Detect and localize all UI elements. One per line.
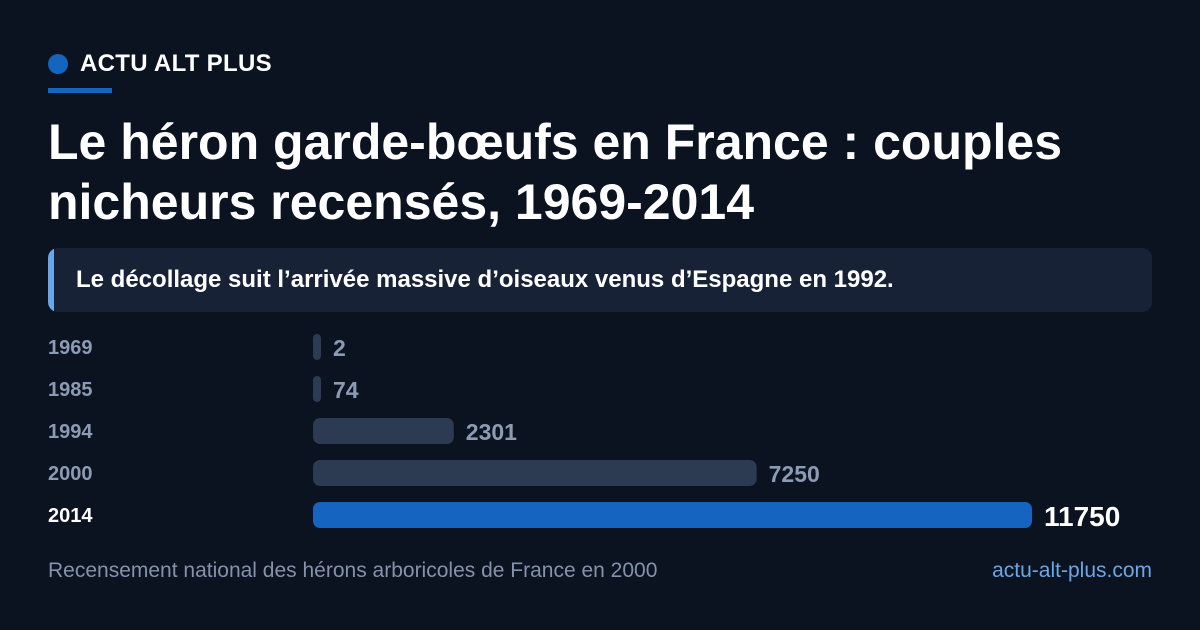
brand-underline bbox=[48, 88, 112, 93]
bar bbox=[313, 460, 757, 486]
category-label: 2000 bbox=[48, 463, 93, 485]
subtitle-box: Le décollage suit l’arrivée massive d’oi… bbox=[48, 248, 1152, 312]
bar bbox=[313, 334, 321, 360]
category-label: 1985 bbox=[48, 379, 93, 401]
category-label: 2014 bbox=[48, 505, 93, 527]
footer-source: Recensement national des hérons arborico… bbox=[48, 559, 658, 582]
brand: ACTU ALT PLUS bbox=[48, 50, 272, 78]
category-label: 1969 bbox=[48, 337, 93, 359]
subtitle-accent-bar bbox=[48, 248, 54, 312]
brand-name: ACTU ALT PLUS bbox=[80, 50, 272, 77]
bar bbox=[313, 502, 1032, 528]
value-label: 7250 bbox=[769, 461, 820, 487]
subtitle: Le décollage suit l’arrivée massive d’oi… bbox=[76, 266, 894, 293]
value-label: 2 bbox=[333, 335, 346, 361]
brand-dot-icon bbox=[48, 54, 68, 74]
category-label: 1994 bbox=[48, 421, 93, 443]
page-title: Le héron garde-bœufs en France : couples… bbox=[48, 114, 1063, 230]
bar bbox=[313, 376, 321, 402]
bar bbox=[313, 418, 454, 444]
value-label: 74 bbox=[333, 377, 359, 403]
value-label: 2301 bbox=[466, 419, 517, 445]
value-label: 11750 bbox=[1044, 501, 1120, 532]
footer-site-link[interactable]: actu-alt-plus.com bbox=[992, 559, 1152, 582]
